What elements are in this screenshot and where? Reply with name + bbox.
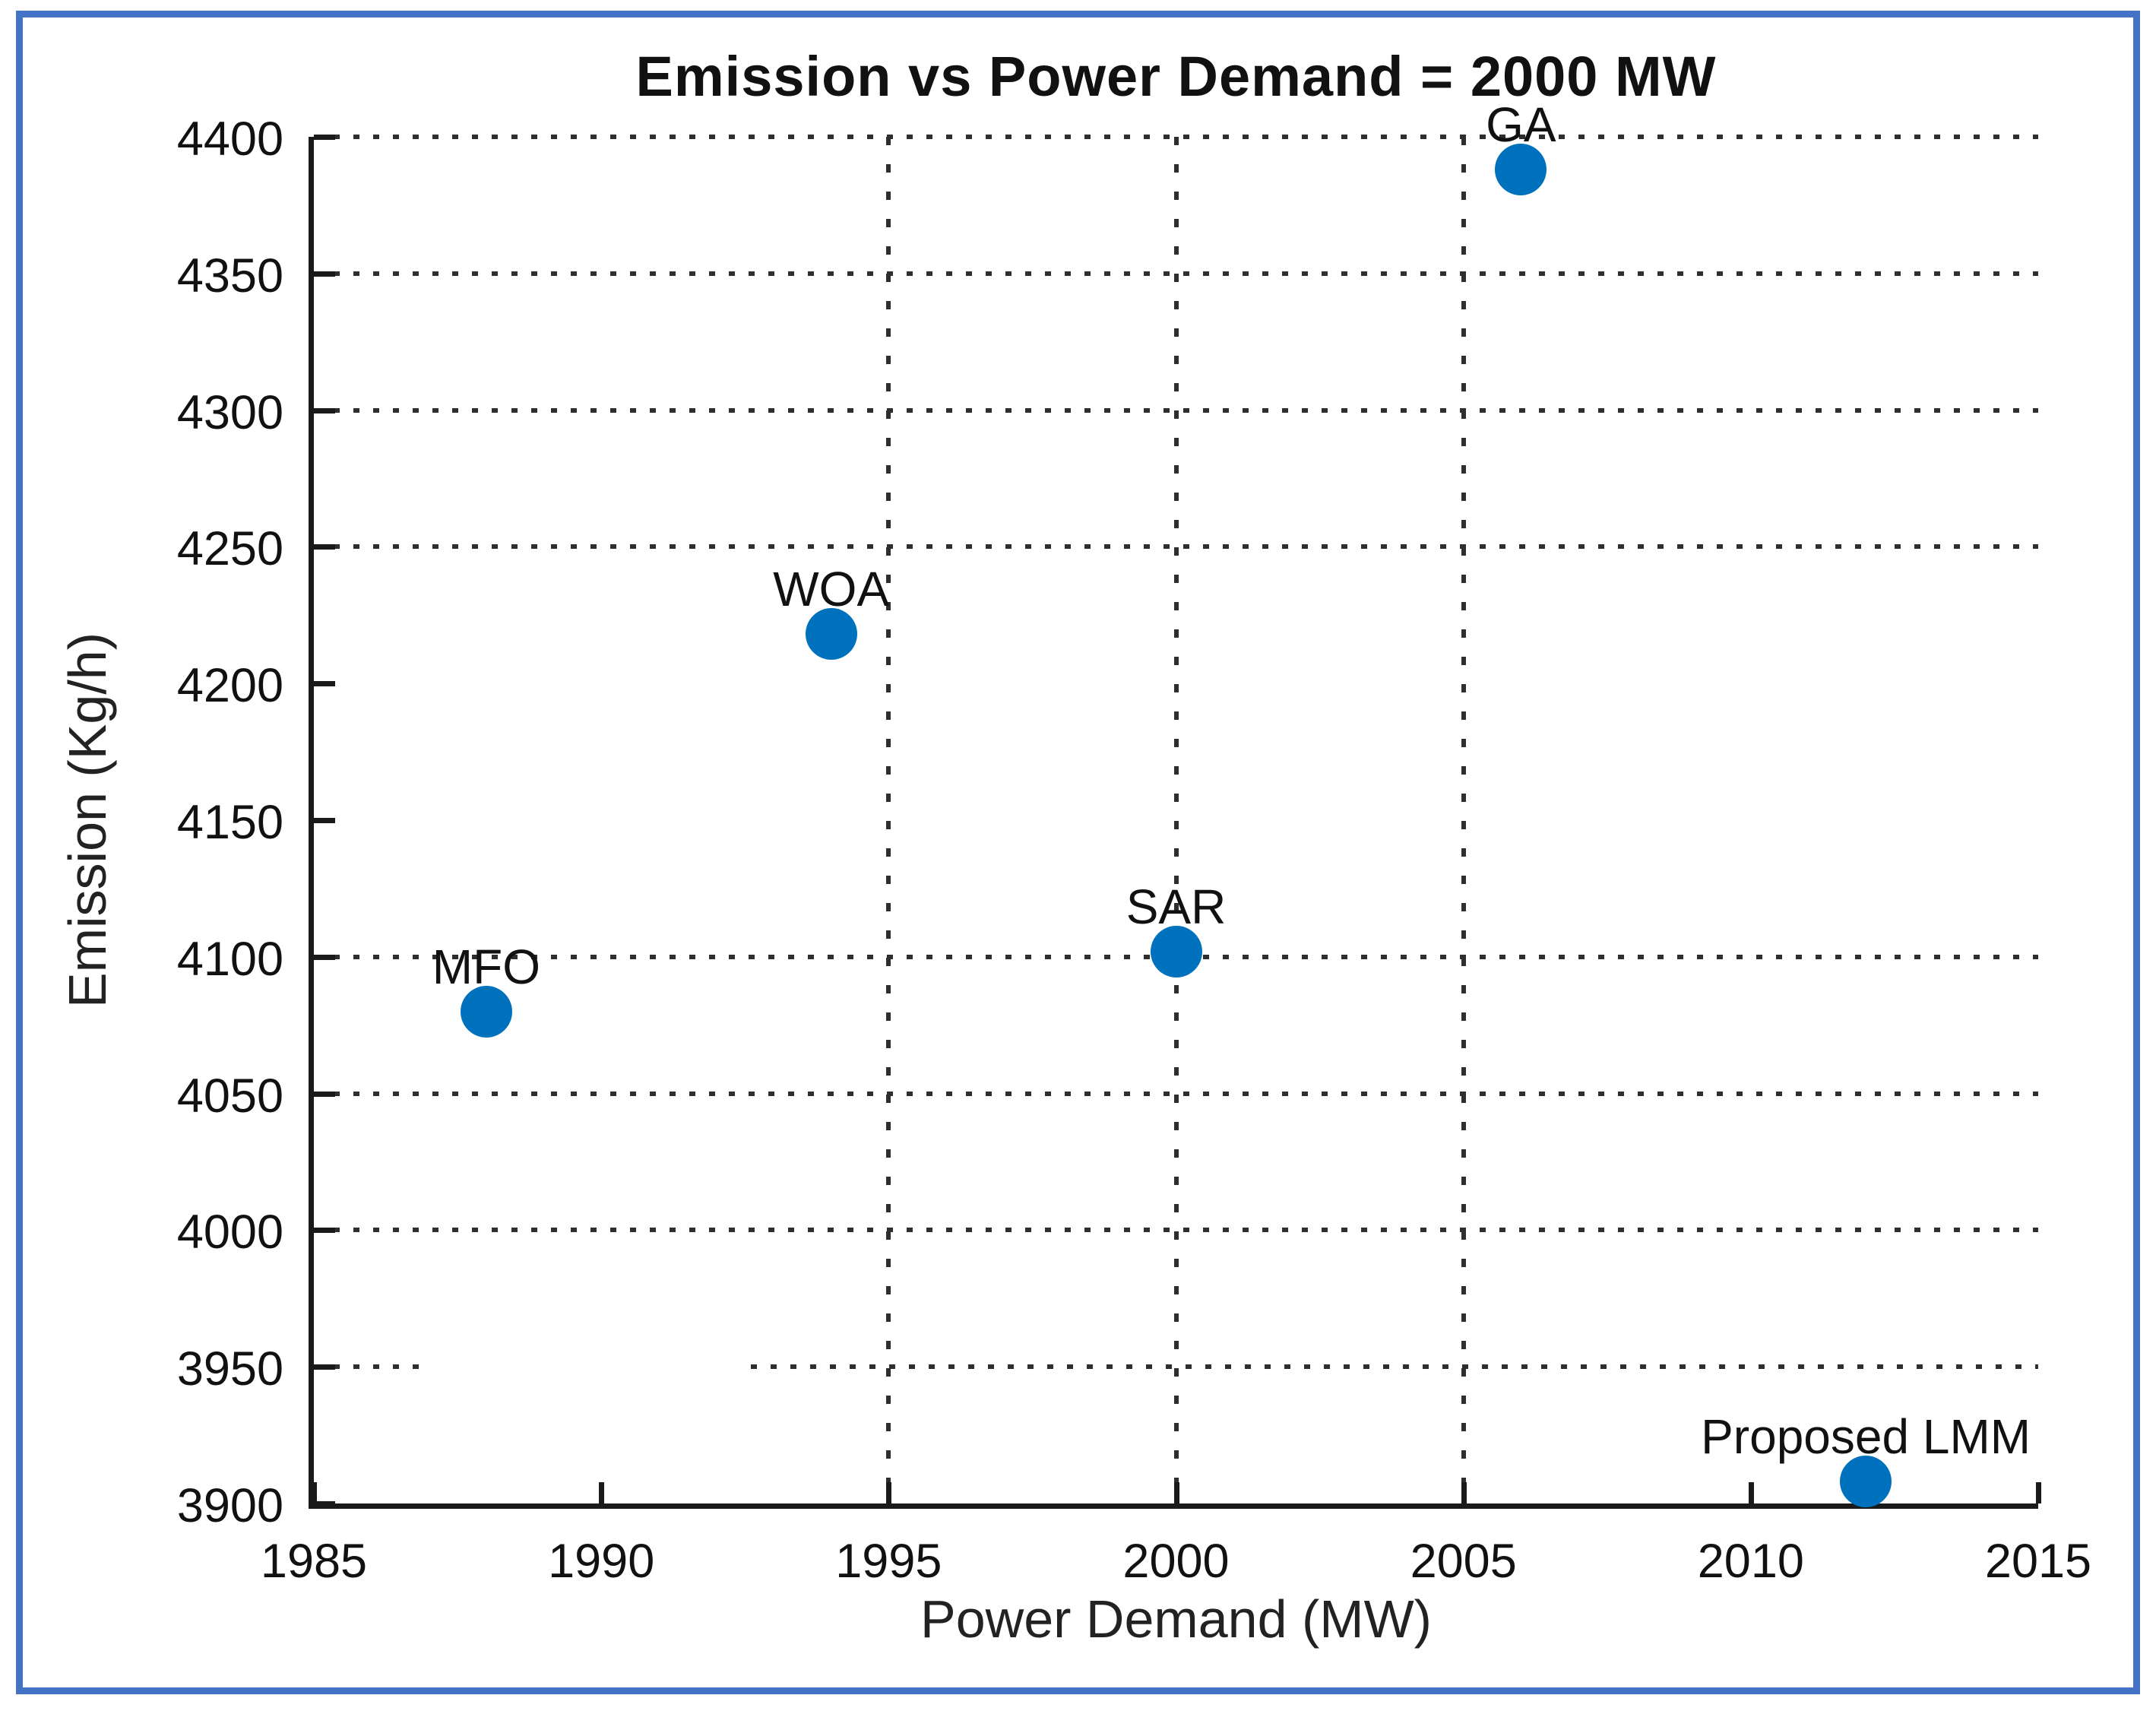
x-tick-label-2010: 2010 [1697,1535,1804,1588]
v-gridline-2005 [1461,137,1466,1503]
y-tick-4400 [314,135,335,140]
y-tick-3900 [314,1501,335,1507]
x-tick-label-2000: 2000 [1122,1535,1230,1588]
y-tick-label-4350: 4350 [176,249,283,303]
y-tick-label-4100: 4100 [176,932,283,986]
x-tick-label-2015: 2015 [1984,1535,2092,1588]
y-tick-label-4050: 4050 [176,1069,283,1123]
h-gridline-3950 [750,1364,2038,1370]
y-tick-label-4250: 4250 [176,522,283,576]
data-point-proposed-lmm [1840,1456,1892,1508]
y-tick-4100 [314,954,335,960]
x-tick-label-1995: 1995 [835,1535,942,1588]
x-tick-2015 [2036,1482,2041,1503]
v-gridline-2000 [1173,137,1179,1503]
y-tick-label-4000: 4000 [176,1206,283,1259]
y-axis-label: Emission (Kg/h) [58,632,117,1009]
point-label-sar: SAR [1125,879,1227,934]
v-gridline-1995 [886,137,891,1503]
x-axis-label: Power Demand (MW) [920,1589,1432,1649]
y-tick-label-4150: 4150 [176,796,283,849]
y-tick-label-4400: 4400 [176,112,283,166]
y-tick-4050 [314,1091,335,1097]
x-tick-label-1985: 1985 [260,1535,368,1588]
point-label-ga: GA [1486,97,1556,153]
x-tick-1985 [312,1482,317,1503]
x-tick-1995 [886,1482,892,1503]
point-label-proposed-lmm: Proposed LMM [1701,1409,2031,1465]
y-tick-label-3950: 3950 [176,1342,283,1396]
y-tick-label-3900: 3900 [176,1479,283,1532]
y-tick-label-4200: 4200 [176,659,283,713]
x-tick-label-1990: 1990 [548,1535,655,1588]
data-point-sar [1150,925,1202,977]
h-gridline-3950 [314,1364,429,1370]
data-point-woa [805,608,857,661]
x-tick-label-2005: 2005 [1410,1535,1517,1588]
y-tick-4300 [314,407,335,413]
x-tick-1990 [599,1482,605,1503]
x-tick-2005 [1461,1482,1467,1503]
x-tick-2010 [1748,1482,1754,1503]
y-tick-4350 [314,271,335,277]
x-tick-2000 [1173,1482,1179,1503]
x-axis-line [309,1503,2038,1509]
data-point-mfo [460,985,512,1038]
y-tick-3950 [314,1364,335,1370]
data-point-ga [1495,144,1547,196]
point-label-mfo: MFO [432,939,540,994]
y-tick-4250 [314,544,335,550]
y-tick-label-4300: 4300 [176,385,283,439]
chart-title: Emission vs Power Demand = 2000 MW [635,45,1717,108]
y-tick-4200 [314,681,335,687]
y-tick-4150 [314,818,335,823]
y-tick-4000 [314,1228,335,1234]
y-axis-line [309,137,314,1509]
point-label-woa: WOA [773,562,890,617]
